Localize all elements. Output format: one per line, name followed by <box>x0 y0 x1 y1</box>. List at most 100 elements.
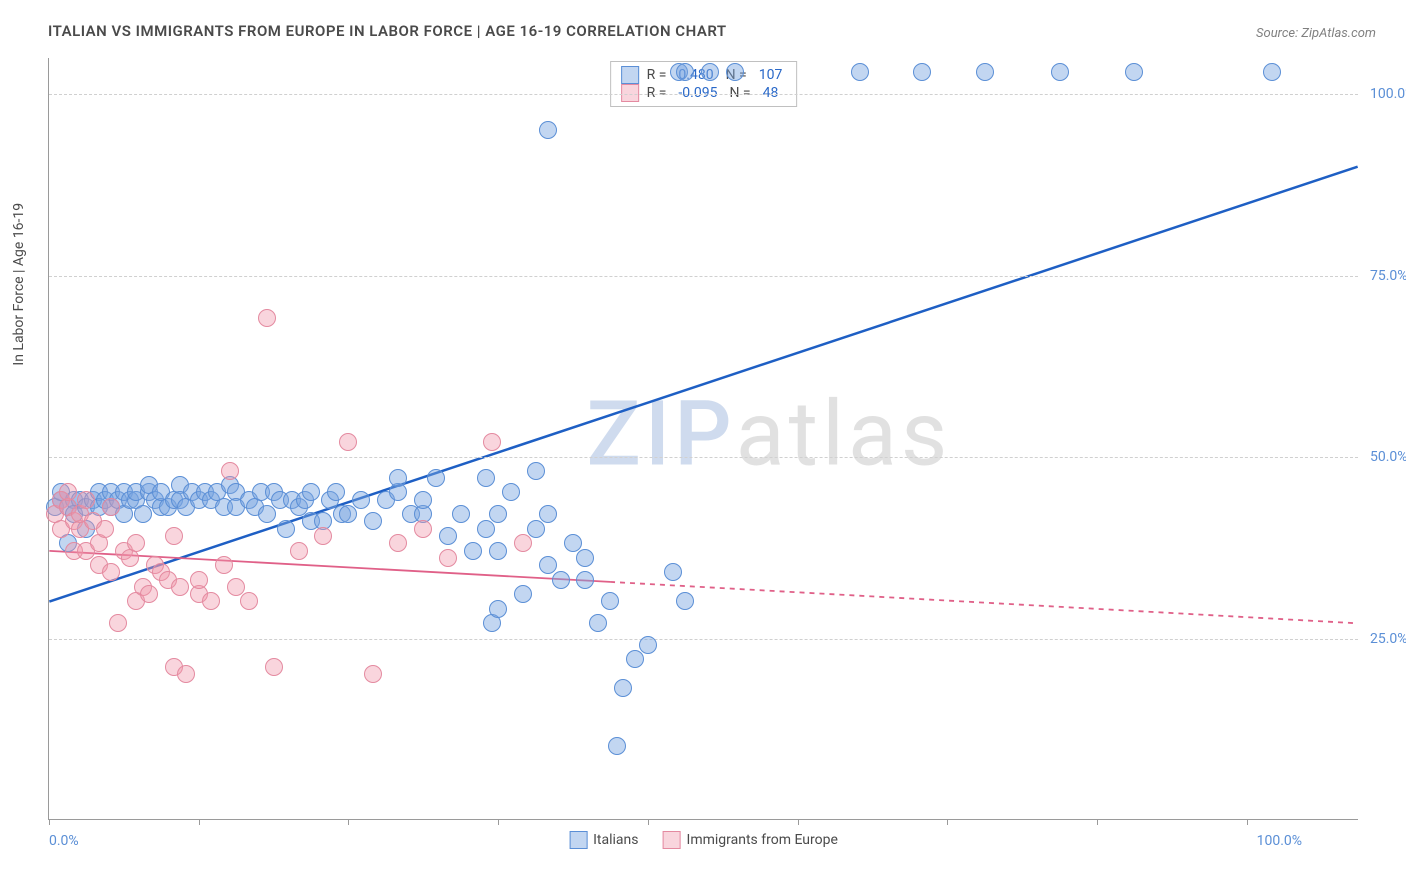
y-tick-label: 50.0% <box>1370 449 1406 465</box>
x-tick <box>1097 819 1098 825</box>
legend-item-italians: Italians <box>569 831 638 849</box>
data-point-italians <box>601 592 619 610</box>
data-point-immigrants <box>364 665 382 683</box>
data-point-italians <box>327 483 345 501</box>
data-point-italians <box>489 505 507 523</box>
data-point-immigrants <box>96 520 114 538</box>
data-point-immigrants <box>77 491 95 509</box>
chart-title: ITALIAN VS IMMIGRANTS FROM EUROPE IN LAB… <box>48 22 727 40</box>
legend-row-immigrants: R = -0.095 N = 48 <box>621 84 787 102</box>
data-point-italians <box>913 63 931 81</box>
data-point-immigrants <box>102 498 120 516</box>
data-point-immigrants <box>439 549 457 567</box>
data-point-italians <box>976 63 994 81</box>
grid-line <box>49 276 1358 277</box>
data-point-italians <box>502 483 520 501</box>
data-point-immigrants <box>215 556 233 574</box>
grid-line <box>49 639 1358 640</box>
data-point-italians <box>489 600 507 618</box>
data-point-italians <box>1125 63 1143 81</box>
source-attribution: Source: ZipAtlas.com <box>1256 26 1376 41</box>
data-point-immigrants <box>221 462 239 480</box>
data-point-italians <box>339 505 357 523</box>
data-point-italians <box>1263 63 1281 81</box>
legend-series: Italians Immigrants from Europe <box>569 831 838 849</box>
legend-swatch-icon <box>663 831 681 849</box>
data-point-immigrants <box>59 483 77 501</box>
legend-n-value-italians: 107 <box>755 67 787 83</box>
data-point-italians <box>664 563 682 581</box>
y-tick-label: 100.0% <box>1370 86 1406 102</box>
x-tick <box>798 819 799 825</box>
data-point-italians <box>1051 63 1069 81</box>
data-point-immigrants <box>102 563 120 581</box>
data-point-italians <box>614 679 632 697</box>
data-point-italians <box>258 505 276 523</box>
plot-area: In Labor Force | Age 16-19 ZIPatlas R = … <box>48 58 1358 820</box>
data-point-italians <box>134 505 152 523</box>
chart-svg <box>49 58 1358 819</box>
data-point-immigrants <box>127 534 145 552</box>
data-point-immigrants <box>339 433 357 451</box>
data-point-italians <box>302 483 320 501</box>
data-point-italians <box>576 571 594 589</box>
x-tick-label: 0.0% <box>49 833 79 849</box>
legend-swatch-immigrants <box>621 84 639 102</box>
legend-r-value-immigrants: -0.095 <box>674 85 721 101</box>
data-point-immigrants <box>483 433 501 451</box>
data-point-immigrants <box>240 592 258 610</box>
data-point-immigrants <box>514 534 532 552</box>
data-point-italians <box>626 650 644 668</box>
legend-r-label: R = <box>647 85 667 101</box>
data-point-immigrants <box>190 571 208 589</box>
x-tick-label: 100.0% <box>1257 833 1302 849</box>
legend-item-immigrants: Immigrants from Europe <box>663 831 838 849</box>
data-point-immigrants <box>202 592 220 610</box>
x-tick <box>199 819 200 825</box>
watermark: ZIPatlas <box>586 381 951 486</box>
y-axis-title: In Labor Force | Age 16-19 <box>11 202 27 365</box>
data-point-italians <box>639 636 657 654</box>
legend-r-label: R = <box>647 67 667 83</box>
legend-label-immigrants: Immigrants from Europe <box>687 832 838 848</box>
data-point-italians <box>477 469 495 487</box>
data-point-italians <box>414 491 432 509</box>
data-point-immigrants <box>258 309 276 327</box>
data-point-italians <box>608 737 626 755</box>
data-point-immigrants <box>265 658 283 676</box>
x-tick <box>1247 819 1248 825</box>
data-point-immigrants <box>165 527 183 545</box>
x-tick <box>648 819 649 825</box>
data-point-italians <box>514 585 532 603</box>
data-point-italians <box>726 63 744 81</box>
legend-label-italians: Italians <box>593 832 638 848</box>
data-point-italians <box>277 520 295 538</box>
data-point-italians <box>439 527 457 545</box>
y-tick-label: 25.0% <box>1370 631 1406 647</box>
data-point-italians <box>477 520 495 538</box>
x-tick <box>947 819 948 825</box>
data-point-italians <box>552 571 570 589</box>
legend-swatch-italians <box>621 66 639 84</box>
data-point-italians <box>452 505 470 523</box>
data-point-immigrants <box>389 534 407 552</box>
x-tick <box>348 819 349 825</box>
data-point-italians <box>527 462 545 480</box>
data-point-italians <box>539 121 557 139</box>
data-point-italians <box>527 520 545 538</box>
data-point-immigrants <box>314 527 332 545</box>
data-point-italians <box>427 469 445 487</box>
data-point-italians <box>352 491 370 509</box>
legend-n-label: N = <box>729 85 750 101</box>
data-point-immigrants <box>171 578 189 596</box>
data-point-italians <box>364 512 382 530</box>
data-point-italians <box>851 63 869 81</box>
x-tick <box>49 819 50 825</box>
grid-line <box>49 94 1358 95</box>
y-tick-label: 75.0% <box>1370 268 1406 284</box>
data-point-immigrants <box>140 585 158 603</box>
data-point-italians <box>589 614 607 632</box>
data-point-italians <box>539 505 557 523</box>
data-point-italians <box>389 469 407 487</box>
data-point-immigrants <box>290 542 308 560</box>
